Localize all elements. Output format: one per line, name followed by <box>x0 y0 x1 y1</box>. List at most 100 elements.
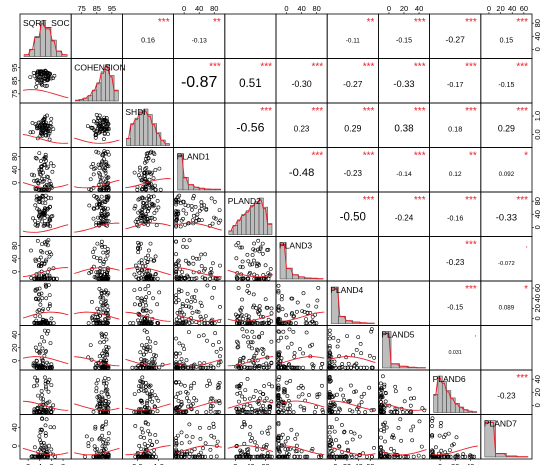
scatter-point <box>327 336 332 341</box>
scatter-point <box>245 376 250 381</box>
scatter-point <box>208 381 213 386</box>
scatter-point <box>105 206 110 211</box>
scatter-point <box>91 172 96 177</box>
scatter-point <box>338 387 343 392</box>
scatter-point <box>96 150 101 155</box>
scatter-point <box>213 216 218 221</box>
scatter-point <box>453 454 458 459</box>
scatter-point <box>203 276 208 281</box>
scatter-point <box>369 329 374 334</box>
scatter-point <box>327 344 332 348</box>
smoother-line <box>125 178 171 189</box>
scatter-point <box>241 355 246 360</box>
scatter-point <box>148 438 153 443</box>
scatter-point <box>281 329 286 334</box>
axis-tick-label: 0 <box>333 462 337 465</box>
scatter-point <box>140 375 145 380</box>
variable-name: SQRT_SOC <box>23 18 70 28</box>
scatter-point <box>359 400 364 405</box>
scatter-point <box>104 218 109 223</box>
scatter-point <box>35 186 39 191</box>
scatter-point <box>398 417 403 422</box>
smoother-line <box>74 356 120 367</box>
scatter-point <box>179 399 184 404</box>
scatter-point <box>96 162 101 167</box>
correlation-value: -0.50 <box>340 211 366 223</box>
scatter-point <box>288 447 292 452</box>
scatter-point <box>327 354 332 359</box>
scatter-point <box>104 454 109 459</box>
scatter-point <box>216 220 221 225</box>
scatter-panel <box>86 286 111 326</box>
scatter-point <box>174 295 179 300</box>
axis-tick-label: 80 <box>10 153 19 161</box>
scatter-point <box>212 199 217 204</box>
significance-stars: *** <box>516 373 528 384</box>
scatter-point <box>176 298 181 303</box>
scatter-point <box>281 408 286 413</box>
scatter-point <box>51 164 56 168</box>
scatter-point <box>210 321 215 326</box>
axis-tick-label: 8 <box>61 462 65 465</box>
scatter-point <box>197 425 202 430</box>
scatter-point <box>359 351 364 356</box>
scatter-point <box>276 383 281 388</box>
scatter-point <box>46 223 51 228</box>
scatter-panel <box>276 283 321 326</box>
scatter-point <box>327 430 332 435</box>
scatter-point <box>152 357 157 362</box>
scatter-point <box>252 272 257 277</box>
scatter-point <box>348 429 353 434</box>
scatter-point <box>244 365 249 370</box>
scatter-point <box>214 454 219 459</box>
scatter-point <box>153 272 158 277</box>
scatter-point <box>327 374 332 379</box>
scatter-panel <box>91 376 111 415</box>
scatter-point <box>215 410 220 415</box>
smoother-line <box>125 267 171 276</box>
scatter-point <box>37 286 42 291</box>
scatter-point <box>248 438 253 443</box>
scatter-point <box>103 422 108 427</box>
scatter-point <box>180 302 185 306</box>
scatter-point <box>100 401 104 406</box>
scatter-point <box>36 120 41 125</box>
scatter-point <box>263 263 268 268</box>
panel-frame <box>70 13 123 59</box>
scatter-point <box>51 266 56 271</box>
scatter-point <box>179 454 184 459</box>
correlation-value: -0.13 <box>192 37 208 44</box>
scatter-point <box>254 444 259 449</box>
scatter-point <box>410 438 415 443</box>
scatter-point <box>151 360 155 365</box>
scatter-point <box>33 314 38 319</box>
scatter-point <box>98 199 103 204</box>
scatter-point <box>339 423 344 427</box>
scatter-point <box>245 454 250 459</box>
scatter-point <box>93 317 98 322</box>
scatter-point <box>106 431 111 436</box>
significance-stars: *** <box>260 62 272 73</box>
scatter-point <box>276 283 281 288</box>
scatter-point <box>142 297 147 302</box>
scatter-point <box>48 124 52 129</box>
scatter-panel <box>83 419 111 459</box>
scatter-point <box>49 383 54 388</box>
histogram-bar <box>126 137 131 146</box>
scatter-point <box>137 276 142 281</box>
scatter-point <box>174 300 179 305</box>
scatter-point <box>300 392 305 397</box>
scatter-point <box>362 391 367 396</box>
scatter-point <box>208 363 213 368</box>
scatter-point <box>184 434 189 439</box>
scatter-point <box>147 291 152 295</box>
scatter-point <box>260 241 265 246</box>
scatter-point <box>261 403 266 408</box>
scatter-point <box>254 408 259 413</box>
scatter-point <box>286 454 291 459</box>
scatter-point <box>46 306 51 311</box>
scatter-point <box>190 295 194 300</box>
scatter-point <box>38 302 43 307</box>
scatter-point <box>33 155 38 160</box>
scatter-point <box>241 356 246 361</box>
